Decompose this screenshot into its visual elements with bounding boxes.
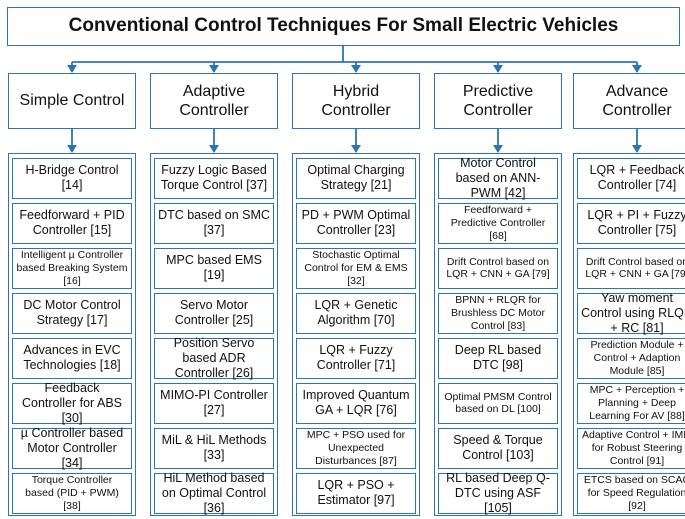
technique-item: DC Motor Control Strategy [17]: [12, 293, 132, 334]
technique-item: BPNN + RLQR for Brushless DC Motor Contr…: [438, 293, 558, 334]
technique-item: Torque Controller based (PID + PWM) [38]: [12, 473, 132, 514]
technique-item: HiL Method based on Optimal Control [36]: [154, 471, 274, 515]
header-arrow-head: [351, 65, 361, 73]
technique-item: MPC based EMS [19]: [154, 248, 274, 289]
technique-item: Drift Control based on LQR + CNN + GA [7…: [438, 248, 558, 289]
technique-item: Servo Motor Controller [25]: [154, 293, 274, 334]
frame-arrow-head: [351, 145, 361, 153]
technique-item: H-Bridge Control [14]: [12, 158, 132, 199]
frame-arrow-head: [632, 145, 642, 153]
frame-arrow-head: [67, 145, 77, 153]
technique-item: LQR + Genetic Algorithm [70]: [296, 293, 416, 334]
technique-item: PD + PWM Optimal Controller [23]: [296, 203, 416, 244]
header-arrow-head: [493, 65, 503, 73]
column-header: Hybrid Controller: [292, 73, 420, 129]
technique-item: LQR + Fuzzy Controller [71]: [296, 338, 416, 379]
header-arrow-head: [632, 65, 642, 73]
technique-item: Motor Control based on ANN-PWM [42]: [438, 156, 558, 200]
header-arrow-head: [209, 65, 219, 73]
frame-arrow-head: [493, 145, 503, 153]
technique-item: Adaptive Control + IMM for Robust Steeri…: [577, 428, 685, 469]
technique-item: µ Controller based Motor Controller [34]: [12, 426, 132, 470]
column-header: Advance Controller: [573, 73, 685, 129]
technique-item: Speed & Torque Control [103]: [438, 428, 558, 469]
column-header: Simple Control: [8, 73, 136, 129]
technique-item: Feedforward + Predictive Controller [68]: [438, 203, 558, 244]
technique-item: MPC + PSO used for Unexpected Disturbanc…: [296, 428, 416, 469]
frame-arrow-head: [209, 145, 219, 153]
technique-item: MIMO-PI Controller [27]: [154, 383, 274, 424]
technique-item: MiL & HiL Methods [33]: [154, 428, 274, 469]
column-header: Predictive Controller: [434, 73, 562, 129]
technique-item: ETCS based on SCAC for Speed Regulation …: [577, 473, 685, 514]
header-arrow-head: [67, 65, 77, 73]
technique-item: Position Servo based ADR Controller [26]: [154, 336, 274, 380]
technique-item: RL based Deep Q-DTC using ASF [105]: [438, 471, 558, 515]
technique-item: Yaw moment Control using RLQR + RC [81]: [577, 291, 685, 335]
technique-item: LQR + PI + Fuzzy Controller [75]: [577, 203, 685, 244]
technique-item: Advances in EVC Technologies [18]: [12, 338, 132, 379]
technique-item: DTC based on SMC [37]: [154, 203, 274, 244]
technique-item: Optimal PMSM Control based on DL [100]: [438, 383, 558, 424]
technique-item: LQR + Feedback Controller [74]: [577, 158, 685, 199]
technique-item: Improved Quantum GA + LQR [76]: [296, 383, 416, 424]
technique-item: Intelligent µ Controller based Breaking …: [12, 248, 132, 289]
technique-item: MPC + Perception + Planning + Deep Learn…: [577, 383, 685, 424]
technique-item: LQR + PSO + Estimator [97]: [296, 473, 416, 514]
technique-item: Fuzzy Logic Based Torque Control [37]: [154, 158, 274, 199]
diagram-title: Conventional Control Techniques For Smal…: [7, 7, 680, 46]
technique-item: Stochastic Optimal Control for EM & EMS …: [296, 248, 416, 289]
technique-item: Deep RL based DTC [98]: [438, 338, 558, 379]
column-header: Adaptive Controller: [150, 73, 278, 129]
technique-item: Feedback Controller for ABS [30]: [12, 381, 132, 425]
technique-item: Drift Control based on LQR + CNN + GA [7…: [577, 248, 685, 289]
technique-item: Feedforward + PID Controller [15]: [12, 203, 132, 244]
technique-item: Prediction Module + Control + Adaption M…: [577, 338, 685, 379]
technique-item: Optimal Charging Strategy [21]: [296, 158, 416, 199]
